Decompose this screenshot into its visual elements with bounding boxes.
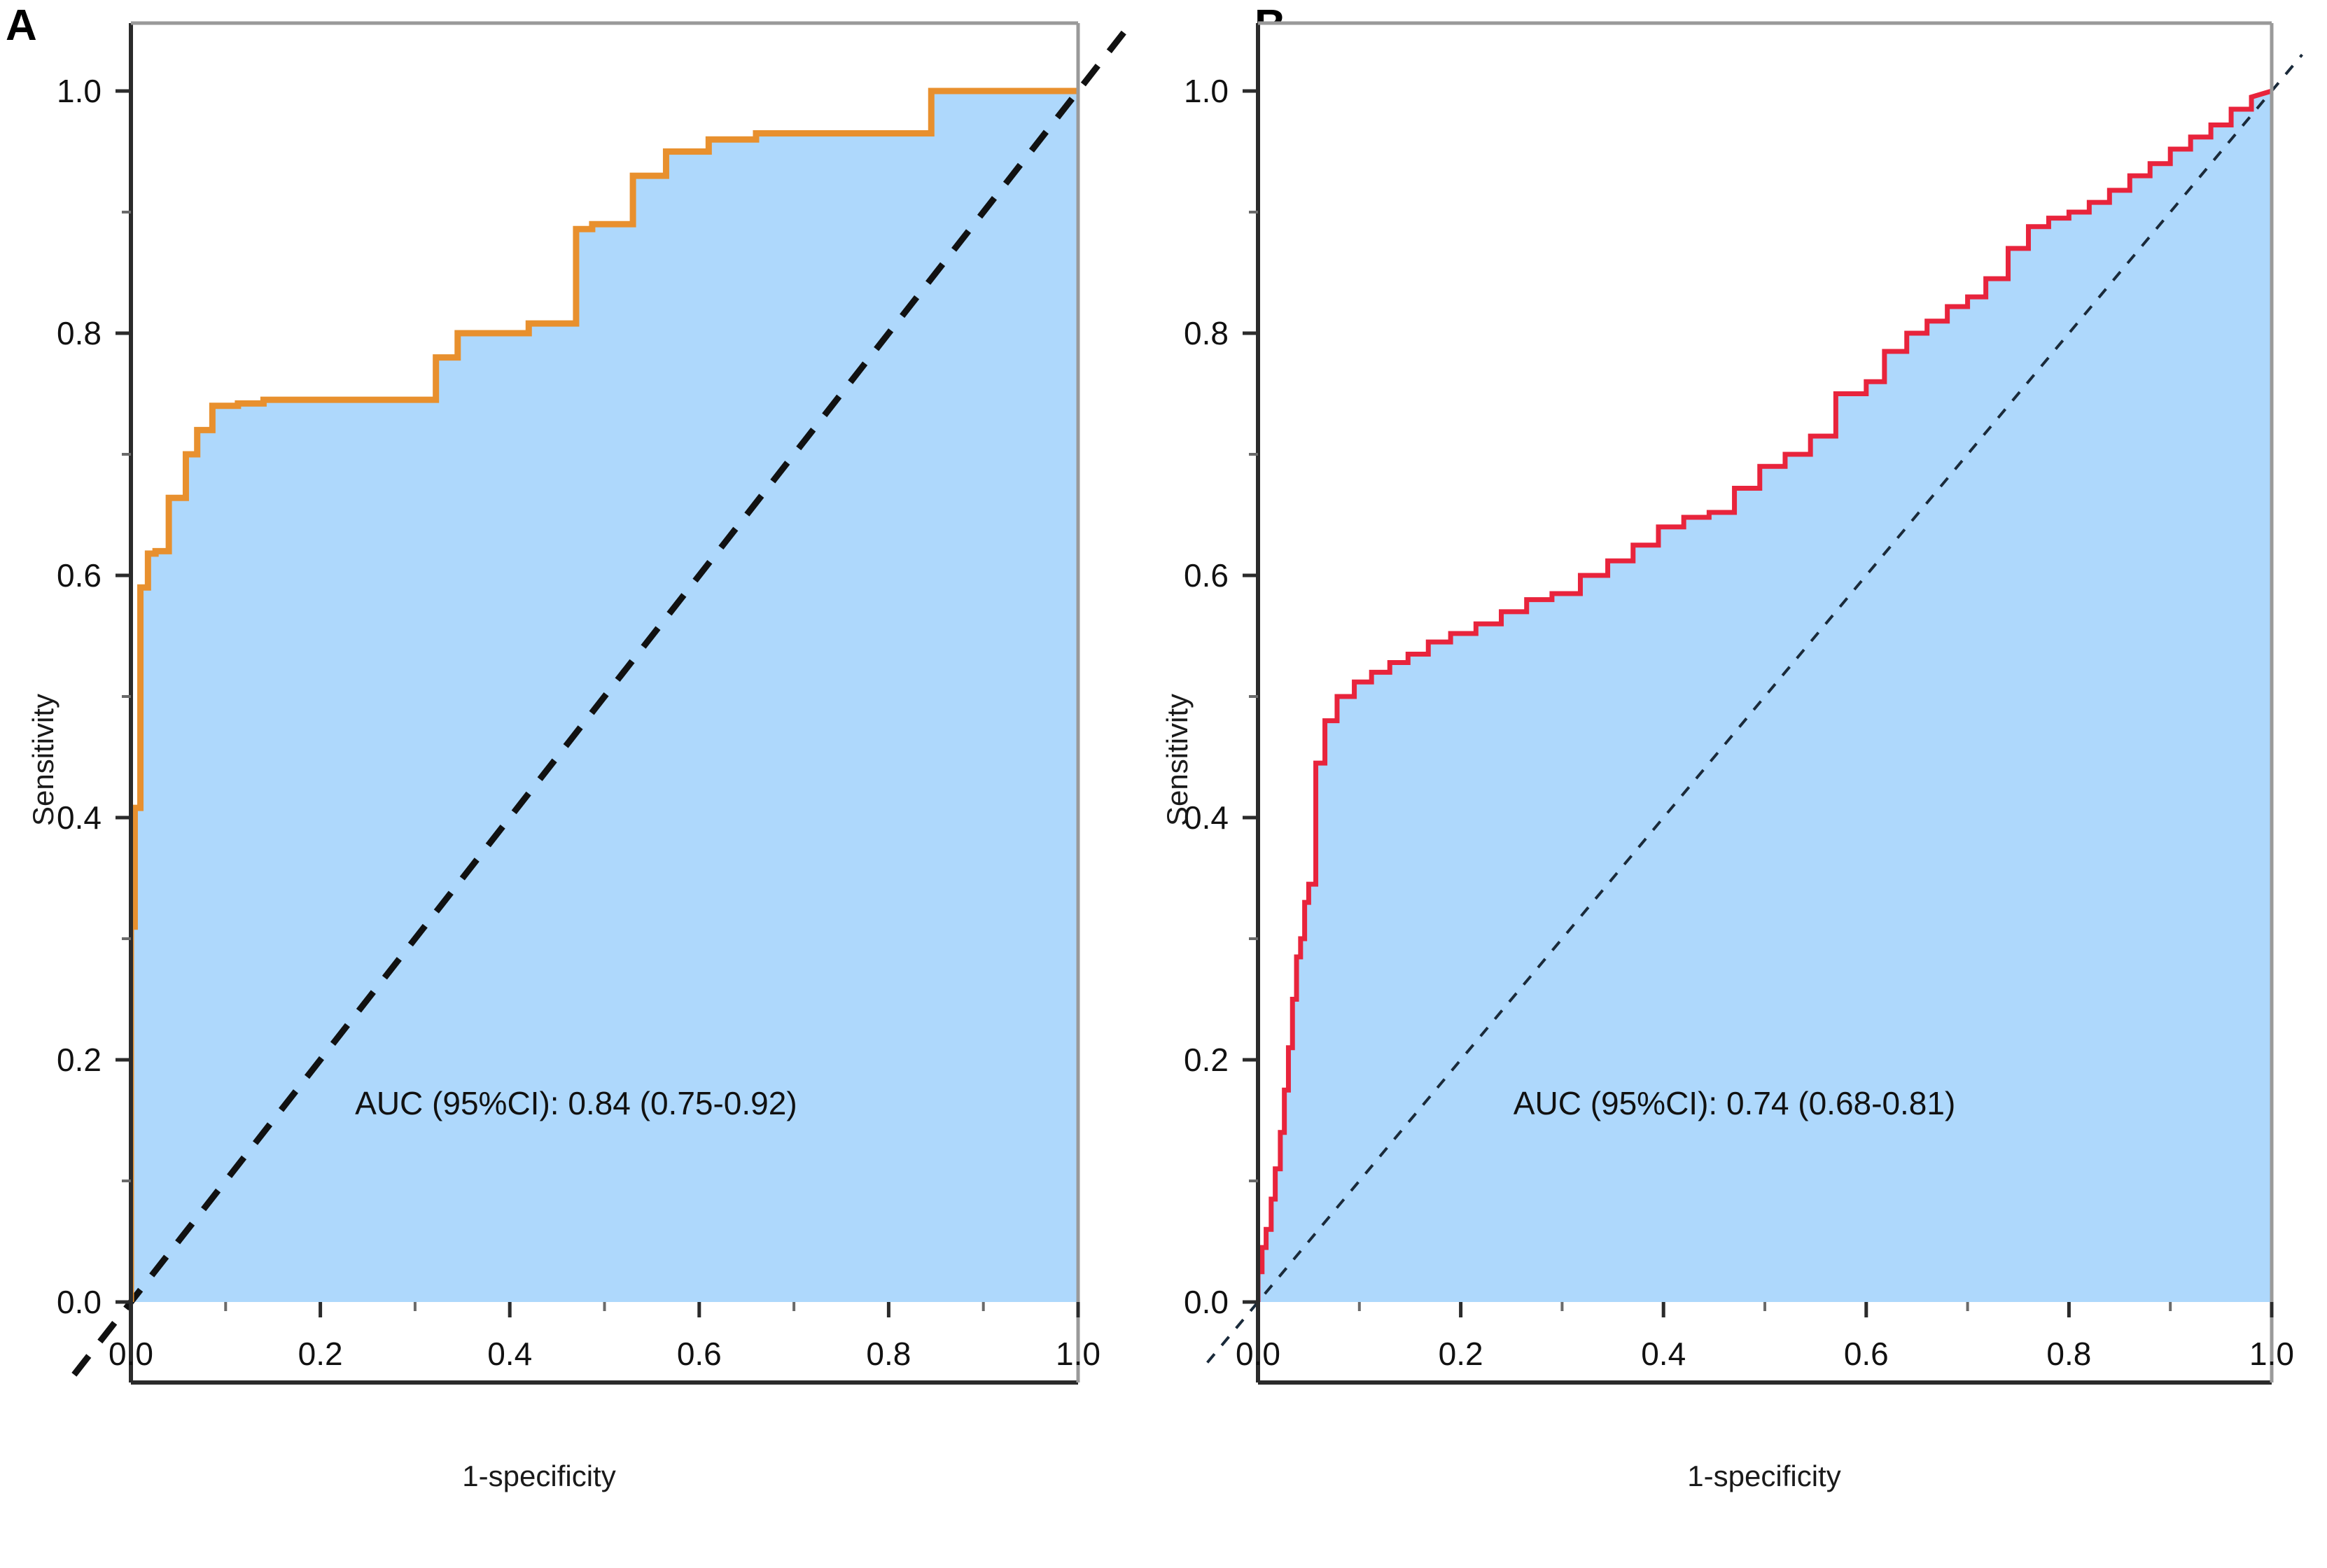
panel-b-roc-curve	[1258, 88, 2272, 1302]
panel-a-letter: A	[6, 1, 37, 50]
panel-a-roc-curve	[131, 88, 1078, 1302]
y-tick-label: 0.4	[1184, 799, 1229, 836]
x-tick-label: 0.0	[1236, 1336, 1280, 1372]
x-tick-label: 0.8	[866, 1336, 911, 1372]
y-tick-label: 0.0	[57, 1284, 102, 1320]
x-tick-label: 0.2	[1439, 1336, 1483, 1372]
panel-b-tick-labels: 0.0 0.2 0.4 0.6 0.8 1.0 0.0 0.2 0.4 0.6 0.8 1.0	[1184, 73, 2294, 1372]
y-tick-label: 0.2	[57, 1042, 102, 1078]
x-tick-label: 0.4	[487, 1336, 532, 1372]
y-tick-label: 0.2	[1184, 1042, 1229, 1078]
y-tick-label: 0.0	[1184, 1284, 1229, 1320]
panel-a-plot: 0.0 0.2 0.4 0.6 0.8 1.0 0.0 0.2 0.4 0.6 0.8 1.0 AUC…	[57, 16, 1138, 1385]
panel-a-auc-annotation: AUC (95%CI): 0.84 (0.75-0.92)	[355, 1085, 797, 1121]
y-tick-label: 0.8	[57, 315, 102, 351]
panel-b-x-axis-label: 1-specificity	[1687, 1460, 1841, 1492]
panel-b-y-axis-label: Sensitivity	[1161, 693, 1194, 826]
y-tick-label: 0.4	[57, 799, 102, 836]
panel-a-reference-line	[71, 16, 1138, 1377]
panel-b: B 0.00.20.40.60.81.00.00.20.40.60.81.0 A…	[1148, 0, 2327, 1568]
panel-b-reference-line	[1206, 53, 2303, 1364]
x-tick-label: 1.0	[2249, 1336, 2294, 1372]
panel-a-tick-labels: 0.0 0.2 0.4 0.6 0.8 1.0 0.0 0.2 0.4 0.6 0.8 1.0	[57, 73, 1100, 1372]
y-tick-label: 1.0	[1184, 73, 1229, 109]
panel-a: A 0.0 0.2 0.4 0.6 0.8 1.0 0.0 0.2 0.4 0.6 0.8 1.0	[0, 0, 1148, 1568]
panel-b-auc-annotation: AUC (95%CI): 0.74 (0.68-0.81)	[1514, 1085, 1956, 1121]
x-tick-label: 0.8	[2046, 1336, 2091, 1372]
panel-b-plot: 0.0 0.2 0.4 0.6 0.8 1.0 0.0 0.2 0.4 0.6 0.8 1.0 AUC…	[1184, 21, 2303, 1385]
y-tick-label: 1.0	[57, 73, 102, 109]
y-tick-label: 0.6	[1184, 557, 1229, 594]
panel-a-x-axis-label: 1-specificity	[462, 1460, 616, 1492]
y-tick-label: 0.6	[57, 557, 102, 594]
x-tick-label: 0.4	[1641, 1336, 1686, 1372]
panel-b-ticks	[1243, 89, 2274, 1317]
x-tick-label: 0.2	[298, 1336, 343, 1372]
y-tick-label: 0.8	[1184, 315, 1229, 351]
x-tick-label: 0.0	[109, 1336, 153, 1372]
x-tick-label: 0.6	[1844, 1336, 1889, 1372]
panel-a-y-axis-label: Sensitivity	[27, 693, 60, 826]
x-tick-label: 0.6	[677, 1336, 722, 1372]
x-tick-label: 1.0	[1056, 1336, 1100, 1372]
panel-a-ticks	[116, 89, 1080, 1317]
